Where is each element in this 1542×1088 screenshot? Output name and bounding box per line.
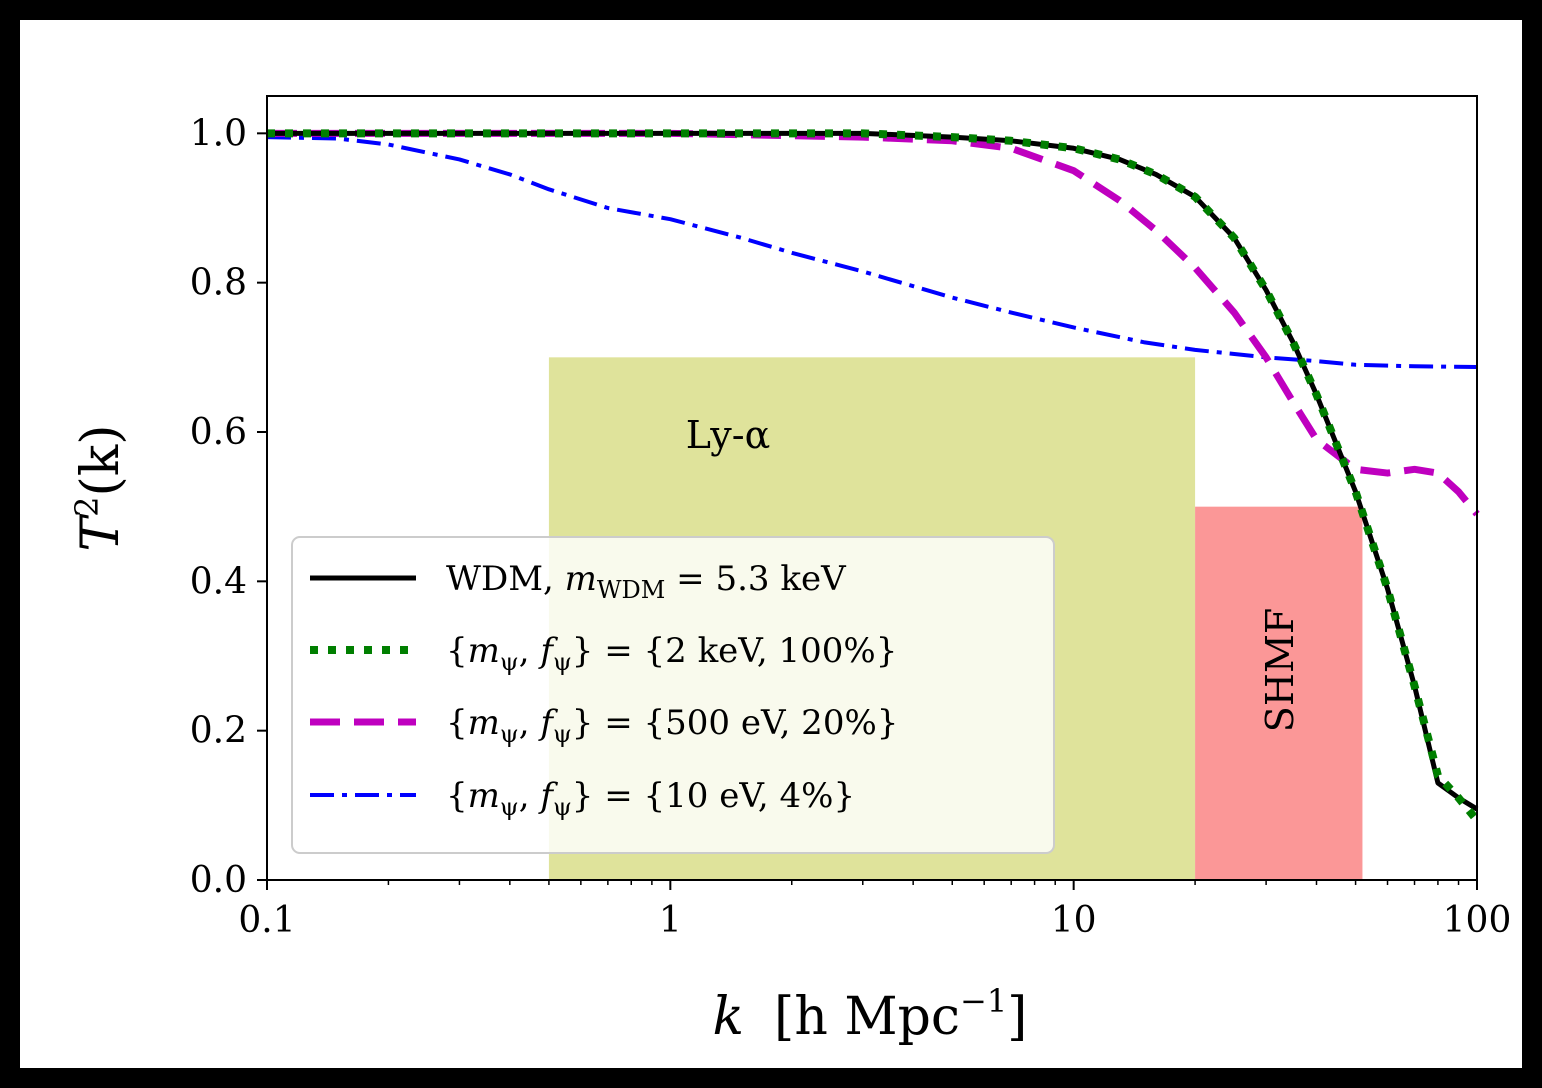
legend: WDM, mWDM = 5.3 keV {mψ, fψ} = {2 keV, 10… — [291, 536, 1055, 854]
x-tick-label: 100 — [1443, 900, 1512, 941]
x-tick-label: 0.1 — [238, 900, 295, 941]
y-tick-label: 0.6 — [190, 412, 247, 453]
series-line-1 — [267, 129, 1481, 823]
legend-label-2: {mψ, fψ} = {500 eV, 20%} — [446, 703, 898, 748]
region-label-lya: Ly-α — [686, 413, 771, 457]
axes-frame — [266, 95, 1478, 881]
legend-label-1: {mψ, fψ} = {2 keV, 100%} — [446, 631, 897, 676]
y-tick-label: 1.0 — [190, 113, 247, 154]
legend-box — [291, 536, 1055, 854]
y-tick-label: 0.8 — [190, 263, 247, 304]
x-axis-label: k [h Mpc−1] — [713, 982, 1028, 1047]
y-tick-label: 0.4 — [190, 561, 247, 602]
axis-ticks: 0.0 0.2 0.4 0.6 0.8 1.0 0.1 1 10 100 — [190, 113, 1512, 941]
legend-label-0: WDM, mWDM = 5.3 keV — [446, 559, 847, 604]
x-tick-label: 10 — [1051, 900, 1097, 941]
y-axis-label: T2(k) — [68, 424, 131, 551]
legend-label-3: {mψ, fψ} = {10 eV, 4%} — [446, 776, 855, 821]
region-label-shmf: SHMF — [1258, 608, 1302, 732]
x-tick-label: 1 — [659, 900, 682, 941]
region-labels: Ly-α SHMF — [686, 413, 1302, 732]
y-tick-label: 0.2 — [190, 711, 247, 752]
series-lines — [266, 129, 1481, 823]
y-tick-label: 0.0 — [190, 860, 247, 901]
region-1 — [1195, 506, 1363, 880]
